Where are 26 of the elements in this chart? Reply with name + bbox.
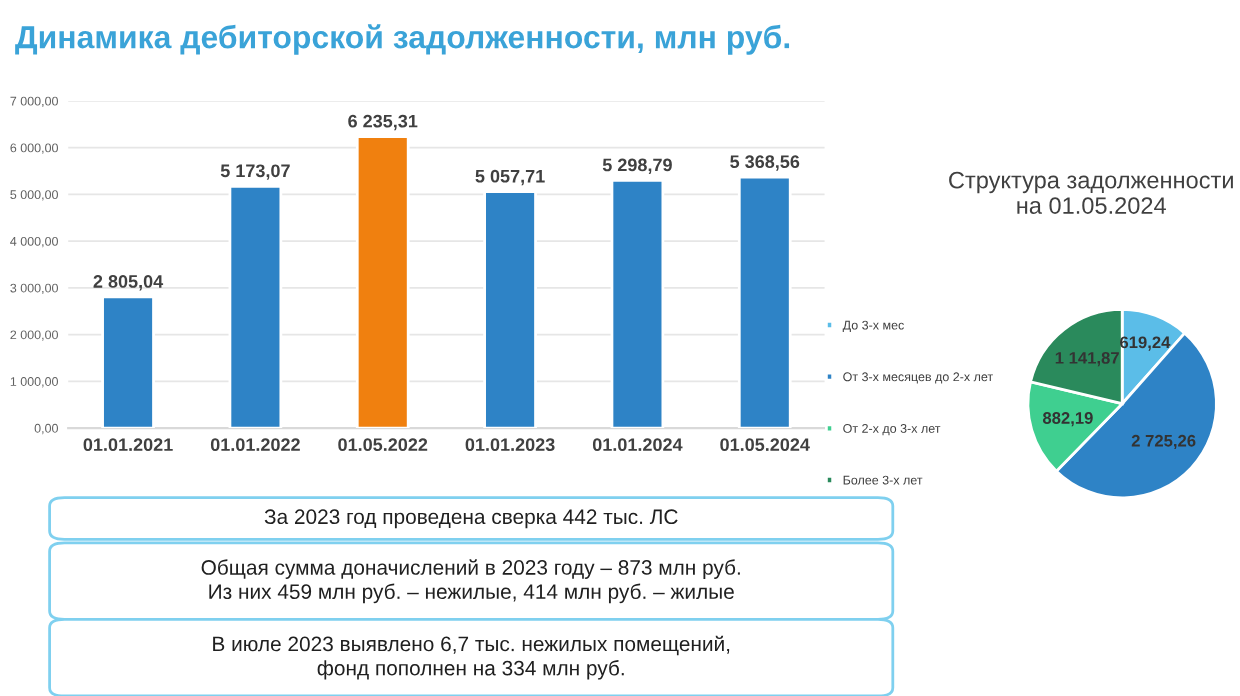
data-label: 5 298,79 xyxy=(602,158,672,174)
data-label: 5 173,07 xyxy=(220,164,290,180)
bar xyxy=(610,179,665,429)
bar xyxy=(355,135,410,429)
chart-title: Структура задолженности на 01.05.2024 xyxy=(949,171,1233,214)
bar xyxy=(737,175,792,429)
bar xyxy=(101,295,155,429)
text: Общая сумма доначислений в 2023 году – 873 млн руб. Из них 459 млн руб. – нежилые, 414 млн руб. – жилые xyxy=(201,559,740,604)
data-label: 6 235,31 xyxy=(348,114,418,131)
bar xyxy=(228,184,283,429)
x-tick-label: 01.05.2024 xyxy=(720,438,810,452)
x-tick-label: 01.05.2022 xyxy=(338,438,428,452)
data-label: 5 057,71 xyxy=(475,169,545,186)
text: За 2023 год проведена сверка 442 тыс. ЛС xyxy=(264,509,678,529)
x-tick-label: 01.01.2022 xyxy=(210,438,300,452)
data-label: 882,19 xyxy=(1042,412,1093,427)
x-tick-label: 01.01.2021 xyxy=(83,438,173,452)
data-label: 2 805,04 xyxy=(93,275,164,291)
text: В июле 2023 выявлено 6,7 тыс. нежилых помещений, фонд пополнен на 334 млн руб. xyxy=(213,635,730,680)
x-tick-label: 01.01.2023 xyxy=(465,438,555,452)
bar xyxy=(483,190,537,429)
data-label: 1 141,87 xyxy=(1055,351,1119,367)
data-label: 5 368,56 xyxy=(730,155,800,171)
data-label: 2 725,26 xyxy=(1131,434,1196,450)
chart-title: Динамика дебиторской задолженности, млн руб. xyxy=(15,24,790,55)
x-tick-label: 01.01.2024 xyxy=(592,438,683,452)
